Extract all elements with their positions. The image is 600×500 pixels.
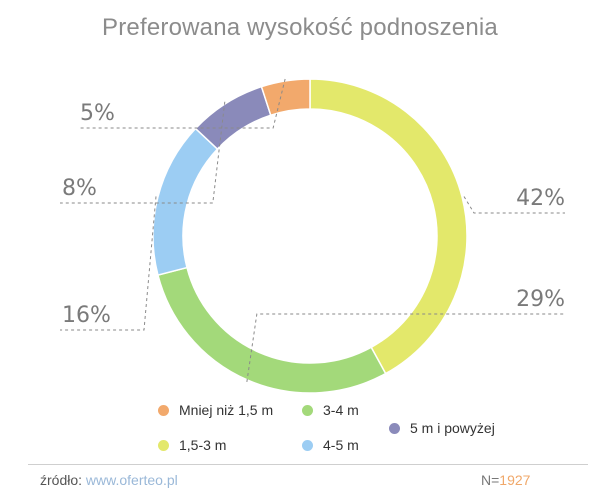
pct-label-mniej-niz-1-5-m: 5%: [80, 101, 115, 126]
legend-item-1-5-3[interactable]: 1,5-3 m: [158, 437, 226, 453]
leader-line-4-5-m: [60, 196, 157, 331]
pct-label-4-5-m: 16%: [62, 303, 111, 328]
legend-item-3-4[interactable]: 3-4 m: [302, 402, 359, 418]
slice-4-5-m[interactable]: [152, 127, 219, 276]
source-label: źródło:: [40, 472, 83, 488]
leader-line-mniej-niz-1-5-m: [78, 78, 286, 129]
legend-item-5-i-powyzej[interactable]: 5 m i powyżej: [389, 420, 495, 436]
pct-label-1-5-3-m: 42%: [516, 186, 565, 211]
leader-lines: [60, 78, 565, 382]
pct-label-5-m-i-powyzej: 8%: [62, 176, 97, 201]
leader-line-1-5-3-m: [463, 196, 565, 214]
chart-title: Preferowana wysokość podnoszenia: [102, 14, 498, 41]
legend-swatch: [302, 404, 313, 416]
slice-1-5-3-m[interactable]: [309, 78, 468, 375]
legend-item-mniej-niz-1-5[interactable]: Mniej niż 1,5 m: [158, 402, 273, 418]
slice-5-m-i-powyzej[interactable]: [194, 85, 272, 151]
leader-line-3-4-m: [246, 313, 565, 382]
legend-swatch: [158, 439, 169, 451]
donut-slices: [152, 78, 468, 394]
sample-size: N=1927: [481, 472, 530, 488]
sample-size-value: 1927: [499, 472, 531, 488]
percentage-labels: 42% 29% 16% 8% 5%: [62, 101, 565, 328]
slice-3-4-m[interactable]: [157, 266, 387, 394]
legend-label: Mniej niż 1,5 m: [179, 402, 274, 418]
legend-label: 5 m i powyżej: [410, 420, 495, 436]
legend-swatch: [302, 439, 313, 451]
pct-label-3-4-m: 29%: [516, 287, 565, 312]
sample-size-label: N=: [481, 472, 500, 488]
legend-label: 1,5-3 m: [179, 437, 227, 453]
donut-chart: 42% 29% 16% 8% 5%: [60, 78, 565, 394]
legend-label: 3-4 m: [323, 402, 359, 418]
footer-divider: [28, 464, 588, 465]
legend-swatch: [389, 422, 400, 434]
source-note: źródło: www.oferteo.pl: [40, 472, 178, 488]
slice-mniej-niz-1-5-m[interactable]: [260, 78, 311, 117]
legend-swatch: [158, 404, 169, 416]
legend-item-4-5[interactable]: 4-5 m: [302, 437, 359, 453]
legend-label: 4-5 m: [323, 437, 359, 453]
source-link[interactable]: www.oferteo.pl: [85, 472, 178, 488]
